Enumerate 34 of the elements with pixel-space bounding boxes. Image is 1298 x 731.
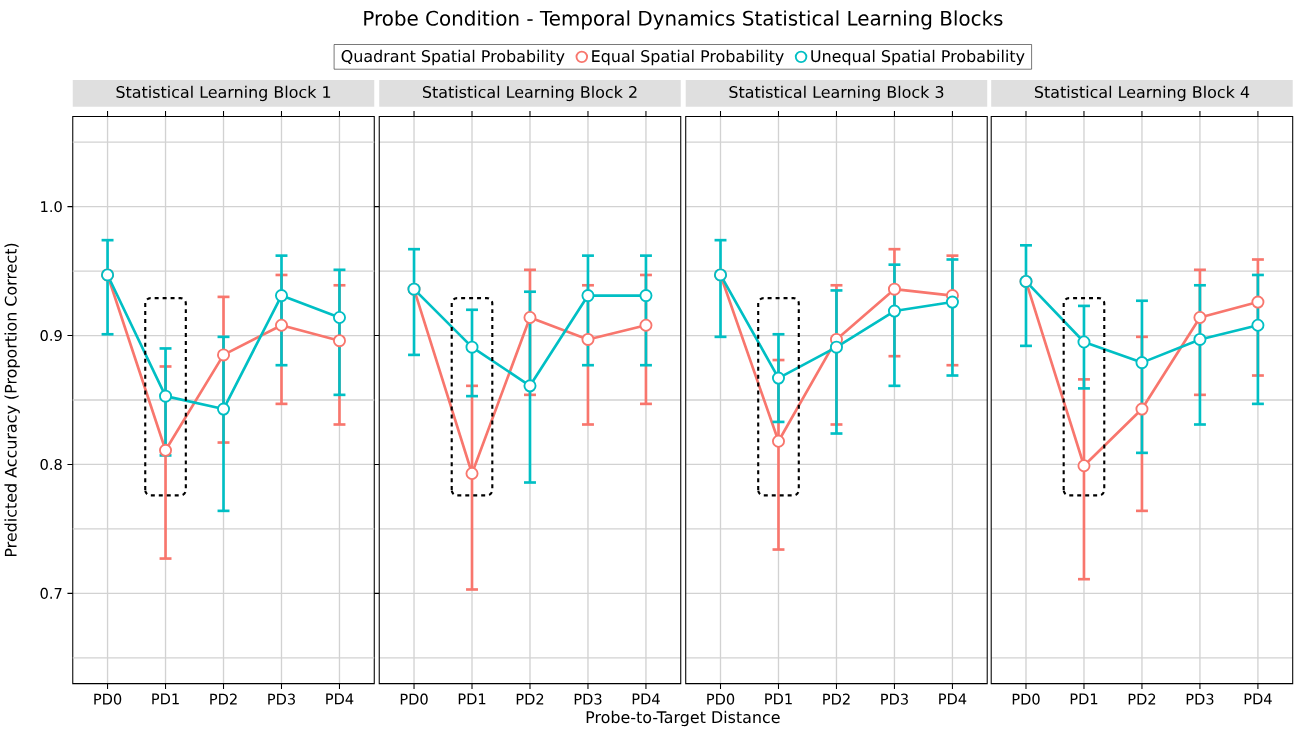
x-tick-label: PD0 — [94, 693, 122, 705]
x-tick-label: PD0 — [400, 693, 428, 705]
y-tick-label: 0.7 — [40, 587, 62, 599]
x-tick-label: PD1 — [458, 693, 486, 705]
y-tick-label: 0.9 — [40, 329, 62, 341]
chart-title: Statistical Learning Block 4 — [1034, 85, 1250, 101]
x-tick-label: PD4 — [326, 693, 354, 705]
x-tick-label: PD3 — [1186, 693, 1214, 705]
legend-label: Equal Spatial Probability — [592, 49, 784, 66]
x-tick-label: PD3 — [574, 693, 602, 705]
x-tick-label: PD1 — [152, 693, 179, 705]
x-tick-label: PD3 — [881, 693, 908, 705]
x-axis-title: Probe-to-Target Distance — [586, 710, 780, 727]
chart-title: Statistical Learning Block 1 — [116, 85, 331, 101]
x-tick-label: PD4 — [1244, 693, 1272, 705]
x-tick-label: PD4 — [632, 693, 660, 705]
x-tick-label: PD4 — [939, 693, 967, 705]
y-tick-label: 1.0 — [41, 200, 62, 212]
text: Probe Condition - Temporal Dynamics Statistical Learning Blocks — [364, 10, 1003, 30]
x-tick-label: PD3 — [268, 693, 295, 705]
legend-title: Quadrant Spatial Probability — [341, 49, 565, 66]
x-tick-label: PD2 — [210, 693, 237, 705]
x-tick-label: PD2 — [823, 693, 850, 705]
x-tick-label: PD0 — [1012, 693, 1040, 705]
chart-title: Statistical Learning Block 3 — [729, 85, 944, 101]
x-tick-label: PD1 — [765, 693, 792, 705]
x-tick-label: PD2 — [1128, 693, 1156, 705]
legend-label: Unequal Spatial Probability — [811, 49, 1025, 66]
x-tick-label: PD1 — [1070, 693, 1098, 705]
y-axis-title: Predicted Accuracy (Proportion Correct) — [4, 243, 20, 556]
y-tick-label: 0.8 — [40, 458, 62, 470]
x-tick-label: PD0 — [707, 693, 735, 705]
chart-title: Statistical Learning Block 2 — [422, 85, 637, 101]
x-tick-label: PD2 — [516, 693, 544, 705]
